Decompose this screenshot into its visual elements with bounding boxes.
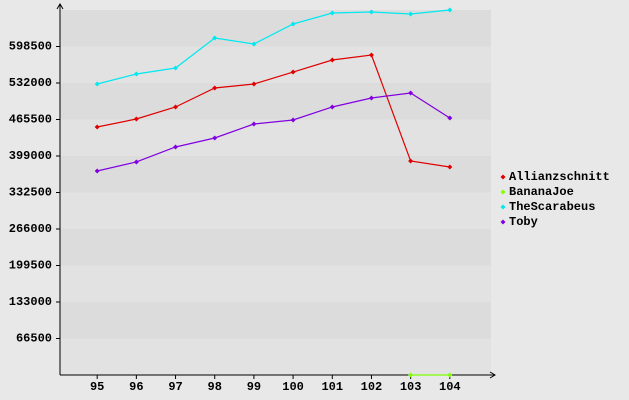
plot-band bbox=[60, 265, 491, 302]
x-tick-label: 97 bbox=[168, 380, 182, 394]
y-tick-label: 465500 bbox=[9, 113, 52, 127]
data-point bbox=[290, 21, 296, 27]
x-tick-label: 96 bbox=[129, 380, 143, 394]
y-tick-label: 399000 bbox=[9, 149, 52, 163]
data-point bbox=[329, 104, 335, 110]
data-point bbox=[173, 104, 179, 110]
data-point bbox=[368, 52, 374, 58]
x-tick-label: 100 bbox=[282, 380, 304, 394]
data-point bbox=[447, 7, 453, 13]
series-line bbox=[97, 9, 450, 85]
data-point bbox=[329, 57, 335, 63]
data-point bbox=[329, 10, 335, 16]
data-point bbox=[408, 158, 414, 164]
y-tick-label: 532000 bbox=[9, 76, 52, 90]
x-tick-label: 101 bbox=[321, 380, 343, 394]
y-tick-label: 199500 bbox=[9, 259, 52, 273]
data-point bbox=[212, 35, 218, 41]
x-tick-label: 95 bbox=[90, 380, 104, 394]
series-line bbox=[97, 54, 450, 168]
plot-band bbox=[60, 156, 491, 193]
data-point bbox=[447, 164, 453, 170]
plot-band bbox=[60, 119, 491, 156]
legend-label: Toby bbox=[509, 215, 538, 229]
legend-label: TheScarabeus bbox=[509, 200, 595, 214]
data-point bbox=[408, 372, 414, 378]
x-tick-label: 99 bbox=[247, 380, 261, 394]
data-point bbox=[290, 69, 296, 75]
data-point bbox=[94, 124, 100, 130]
legend-marker bbox=[500, 219, 506, 225]
plot-band bbox=[60, 10, 491, 47]
data-point bbox=[212, 135, 218, 141]
data-point bbox=[133, 159, 139, 165]
y-tick-label: 332500 bbox=[9, 186, 52, 200]
data-point bbox=[290, 117, 296, 123]
data-point bbox=[251, 121, 257, 127]
legend-label: BananaJoe bbox=[509, 185, 574, 199]
data-point bbox=[408, 11, 414, 17]
x-tick-label: 102 bbox=[361, 380, 383, 394]
plot-band bbox=[60, 83, 491, 120]
data-point bbox=[368, 9, 374, 15]
data-point bbox=[94, 168, 100, 174]
data-point bbox=[251, 41, 257, 47]
data-point bbox=[94, 81, 100, 87]
y-tick-label: 266000 bbox=[9, 222, 52, 236]
series-line bbox=[97, 92, 451, 172]
plot-band bbox=[60, 302, 491, 339]
x-axis-arrow bbox=[489, 371, 496, 379]
plot-band bbox=[60, 229, 491, 266]
y-tick-label: 133000 bbox=[9, 295, 52, 309]
x-tick-label: 98 bbox=[208, 380, 222, 394]
data-point bbox=[408, 90, 414, 96]
data-point bbox=[447, 372, 453, 378]
legend-label: Allianzschnitt bbox=[509, 170, 610, 184]
plot-band bbox=[60, 338, 491, 375]
y-axis-arrow bbox=[56, 3, 64, 10]
x-tick-label: 103 bbox=[400, 380, 422, 394]
data-point bbox=[133, 116, 139, 122]
x-tick-label: 104 bbox=[439, 380, 461, 394]
legend-marker bbox=[500, 189, 506, 195]
plot-band bbox=[60, 192, 491, 229]
data-point bbox=[447, 115, 453, 121]
data-point bbox=[212, 85, 218, 91]
data-point bbox=[251, 81, 257, 87]
data-point bbox=[173, 65, 179, 71]
legend-marker bbox=[500, 204, 506, 210]
data-point bbox=[368, 95, 374, 101]
y-tick-label: 598500 bbox=[9, 40, 52, 54]
legend-marker bbox=[500, 174, 506, 180]
data-point bbox=[173, 144, 179, 150]
y-tick-label: 66500 bbox=[16, 332, 52, 346]
data-point bbox=[133, 71, 139, 77]
